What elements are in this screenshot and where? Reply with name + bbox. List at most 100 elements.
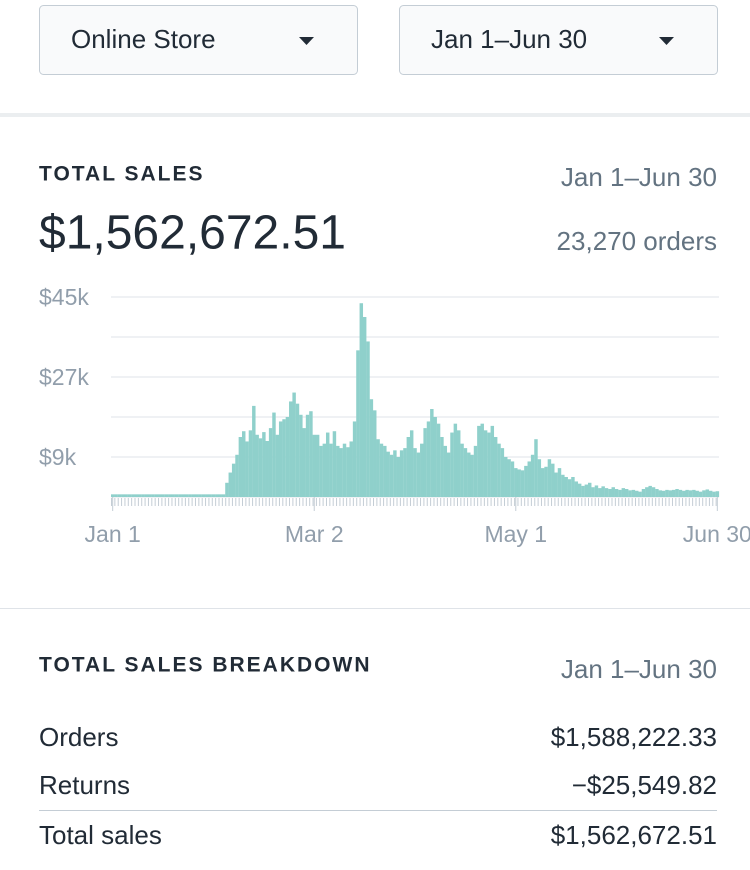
bar xyxy=(477,425,481,497)
bar xyxy=(215,494,219,497)
bar xyxy=(715,491,720,497)
bar xyxy=(420,443,424,497)
bar xyxy=(423,428,427,497)
bar xyxy=(661,490,666,497)
bar xyxy=(194,494,199,497)
bar xyxy=(708,490,713,497)
bar xyxy=(117,494,122,497)
bar xyxy=(416,452,421,497)
bar xyxy=(551,463,555,497)
bar xyxy=(158,494,162,497)
bar xyxy=(302,428,306,497)
bar xyxy=(598,488,602,497)
bar xyxy=(712,491,716,497)
bar xyxy=(540,468,545,497)
bar xyxy=(571,477,575,497)
bar xyxy=(641,489,646,497)
bar xyxy=(262,432,266,497)
bar xyxy=(181,494,186,497)
bar xyxy=(154,494,159,497)
bar xyxy=(426,421,431,497)
bar xyxy=(164,494,169,497)
bar xyxy=(624,489,629,497)
bar xyxy=(604,488,609,497)
date-dropdown[interactable] xyxy=(399,5,718,75)
bar xyxy=(651,487,656,497)
bar xyxy=(467,452,471,497)
bar xyxy=(356,350,360,497)
bar xyxy=(205,494,209,497)
bar xyxy=(272,412,276,497)
bar xyxy=(386,451,390,497)
bar xyxy=(665,489,669,497)
bar xyxy=(530,454,535,497)
bar xyxy=(584,484,589,497)
row-value: $1,562,672.51 xyxy=(551,820,717,850)
bar xyxy=(490,425,495,497)
bar xyxy=(258,438,263,497)
bar xyxy=(450,432,454,497)
bar xyxy=(507,459,511,497)
bar xyxy=(514,468,518,497)
bar xyxy=(366,341,370,497)
bar xyxy=(295,403,300,497)
bar xyxy=(121,494,125,497)
bar xyxy=(305,414,310,497)
bar xyxy=(134,494,138,497)
bar xyxy=(581,485,585,497)
bar xyxy=(245,441,249,497)
bar xyxy=(433,417,437,497)
bar xyxy=(208,494,212,497)
bar xyxy=(446,452,451,497)
bar xyxy=(537,459,542,497)
channel-dropdown[interactable] xyxy=(39,5,358,75)
bar xyxy=(601,486,605,497)
bar xyxy=(137,494,142,497)
x-tick-label: Mar 2 xyxy=(285,521,344,547)
bar xyxy=(453,423,458,497)
bar xyxy=(332,431,337,497)
x-tick-label: May 1 xyxy=(484,521,547,547)
bar xyxy=(430,409,434,497)
bar xyxy=(611,487,615,497)
bar xyxy=(174,494,179,497)
bar xyxy=(171,494,175,497)
bar xyxy=(655,489,659,497)
divider xyxy=(39,810,717,811)
bar xyxy=(517,469,521,497)
bar xyxy=(289,401,293,497)
bar xyxy=(470,454,474,497)
x-tick-label: Jan 1 xyxy=(85,521,141,547)
bar xyxy=(346,447,350,497)
bar xyxy=(198,494,202,497)
bar xyxy=(675,489,679,497)
bar xyxy=(440,437,444,497)
bar xyxy=(527,461,531,497)
bar xyxy=(211,494,216,497)
bar xyxy=(544,466,548,497)
bar xyxy=(635,490,639,497)
bar xyxy=(403,448,407,497)
bar xyxy=(524,465,528,497)
bar xyxy=(645,487,649,497)
bar xyxy=(235,454,239,497)
bar xyxy=(322,443,327,497)
bar xyxy=(399,450,404,497)
bar xyxy=(396,457,400,497)
row-label: Returns xyxy=(39,770,130,800)
bar xyxy=(312,434,317,497)
date-range: Jan 1–Jun 30 xyxy=(561,162,717,192)
bar xyxy=(268,428,273,497)
bar xyxy=(692,489,696,497)
bar xyxy=(278,421,283,497)
bar xyxy=(292,392,296,497)
bar xyxy=(504,457,508,497)
y-tick-label: $27k xyxy=(39,364,89,390)
bar xyxy=(587,482,592,497)
bar xyxy=(255,434,259,497)
bar xyxy=(497,443,501,497)
dropdown-arrow xyxy=(659,37,674,45)
bar xyxy=(188,494,192,497)
bar xyxy=(339,448,343,497)
